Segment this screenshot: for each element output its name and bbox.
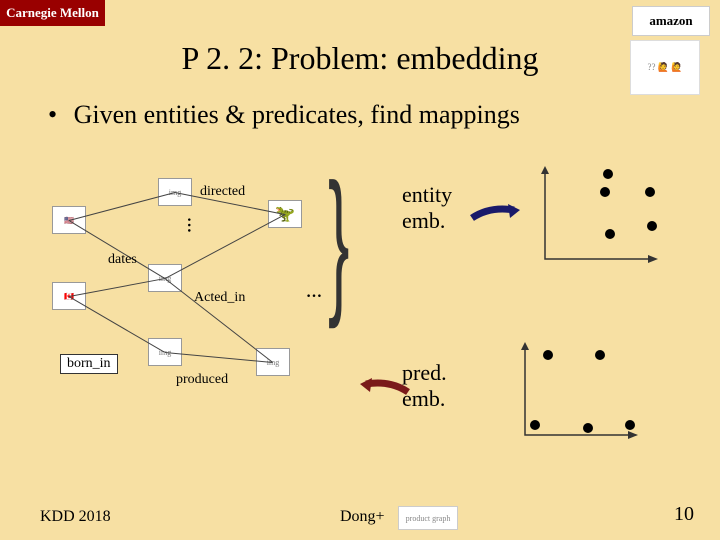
ellipsis-horizontal: …	[306, 284, 322, 302]
pred-arrow-icon	[360, 378, 410, 396]
cmu-logo: Carnegie Mellon	[0, 0, 105, 26]
label-acted-in: Acted_in	[194, 290, 245, 306]
label-born-in: born_in	[60, 354, 118, 374]
entity-arrow-icon	[470, 204, 520, 222]
entity-emb-label: entity emb.	[402, 182, 452, 234]
amazon-logo: amazon	[632, 6, 710, 36]
ellipsis-vertical: …	[183, 217, 201, 233]
pred-scatter-plot	[510, 340, 640, 450]
slide-title: P 2. 2: Problem: embedding	[0, 40, 720, 77]
product-graph-logo: product graph	[398, 506, 458, 530]
footer-author: Dong+	[340, 508, 385, 526]
page-number: 10	[674, 503, 694, 526]
edge	[68, 296, 164, 353]
edge	[68, 220, 165, 279]
slide-subtitle: • Given entities & predicates, find mapp…	[48, 100, 520, 130]
entity-scatter-plot	[530, 164, 660, 274]
bracket-icon: }	[328, 148, 349, 332]
diagram-area: 🇺🇸🇨🇦imgimgimg🦖img directed dates Acted_i…	[0, 160, 720, 480]
knowledge-graph: 🇺🇸🇨🇦imgimgimg🦖img	[0, 160, 320, 420]
bullet-icon: •	[48, 100, 57, 129]
label-directed: directed	[200, 184, 245, 200]
label-dates: dates	[108, 252, 137, 268]
footer-venue: KDD 2018	[40, 508, 111, 526]
label-produced: produced	[176, 372, 228, 388]
subtitle-text: Given entities & predicates, find mappin…	[74, 100, 520, 129]
